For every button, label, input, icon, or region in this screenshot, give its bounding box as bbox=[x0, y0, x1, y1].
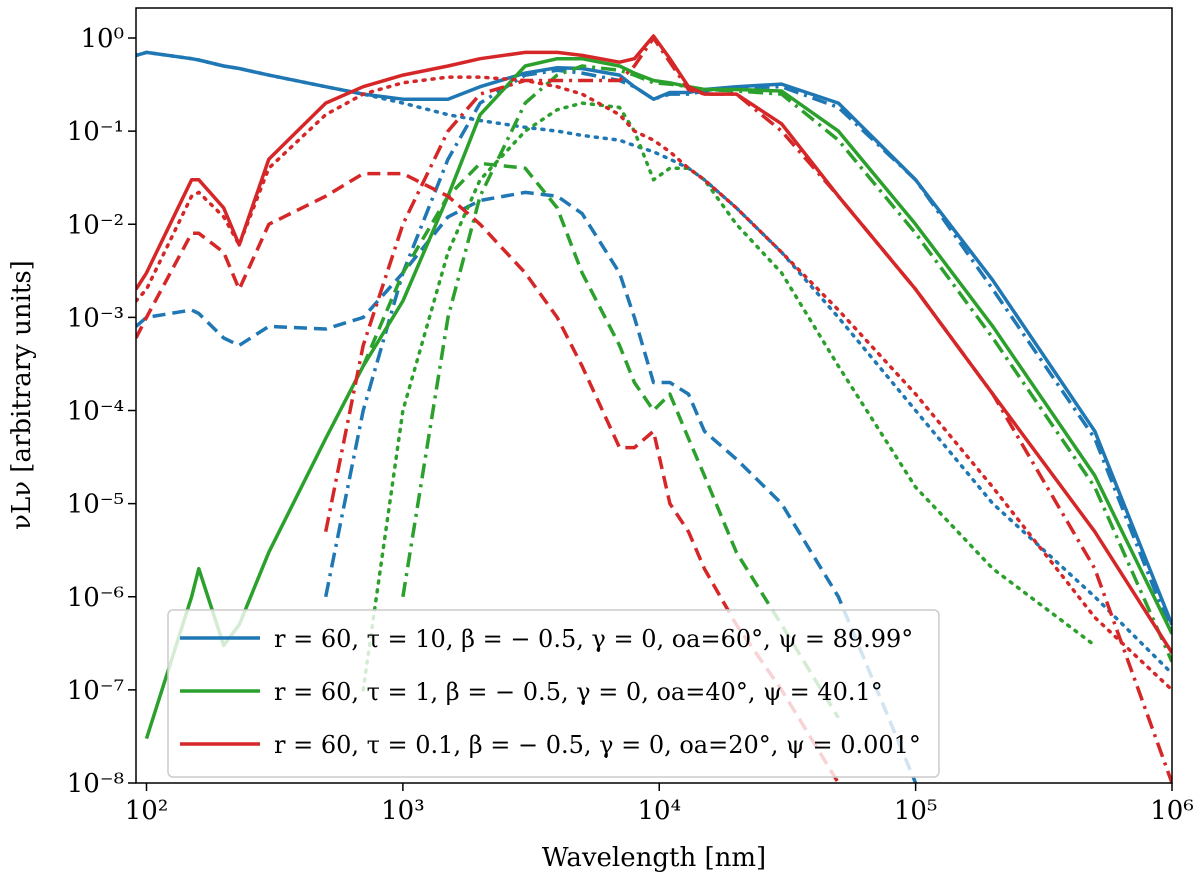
x-tick-label: 10² bbox=[125, 796, 169, 826]
y-tick-label: 10⁻⁵ bbox=[67, 490, 124, 520]
series-line bbox=[136, 50, 1172, 626]
legend-label: r = 60, τ = 0.1, β = − 0.5, γ = 0, oa=20… bbox=[274, 731, 921, 759]
series-line bbox=[401, 64, 1172, 663]
x-tick-label: 10³ bbox=[381, 796, 425, 826]
series-line bbox=[144, 56, 1172, 740]
legend: r = 60, τ = 10, β = − 0.5, γ = 0, oa=60°… bbox=[167, 609, 940, 778]
series-line bbox=[136, 190, 918, 783]
legend-label: r = 60, τ = 1, β = − 0.5, γ = 0, oa=40°,… bbox=[274, 678, 883, 706]
y-tick-label: 10⁻² bbox=[67, 210, 124, 240]
y-axis-label: νLν [arbitrary units] bbox=[7, 260, 37, 530]
y-tick-label: 10⁻¹ bbox=[67, 117, 124, 147]
x-tick-label: 10⁴ bbox=[637, 796, 681, 826]
legend-label: r = 60, τ = 10, β = − 0.5, γ = 0, oa=60°… bbox=[274, 625, 913, 653]
axes-frame bbox=[135, 7, 1173, 784]
y-tick-label: 10⁰ bbox=[80, 24, 124, 54]
x-tick-label: 10⁶ bbox=[1150, 796, 1194, 826]
y-tick-label: 10⁻⁴ bbox=[67, 397, 124, 427]
x-tick-label: 10⁵ bbox=[894, 796, 938, 826]
y-tick-label: 10⁻⁸ bbox=[67, 769, 124, 799]
plot-area bbox=[136, 34, 1172, 783]
series-line bbox=[361, 101, 1097, 692]
series-line bbox=[361, 161, 840, 719]
ticks: 10² 10³ 10⁴ 10⁵ 10⁶ 10⁻⁸ 10⁻⁷ 10⁻⁶ 10⁻⁵ 10⁻⁴ 10⁻³ 1… bbox=[67, 24, 1194, 826]
series-line bbox=[323, 68, 1172, 635]
legend-box bbox=[167, 609, 940, 778]
y-tick-label: 10⁻⁶ bbox=[67, 583, 124, 613]
series-line bbox=[136, 34, 1172, 654]
series-line bbox=[136, 171, 840, 783]
y-tick-label: 10⁻⁷ bbox=[67, 676, 124, 706]
y-tick-label: 10⁻³ bbox=[67, 303, 124, 333]
series-line bbox=[136, 75, 1172, 692]
series-line bbox=[323, 36, 1172, 783]
series-line bbox=[136, 50, 1172, 676]
x-axis-label: Wavelength [nm] bbox=[542, 843, 766, 873]
